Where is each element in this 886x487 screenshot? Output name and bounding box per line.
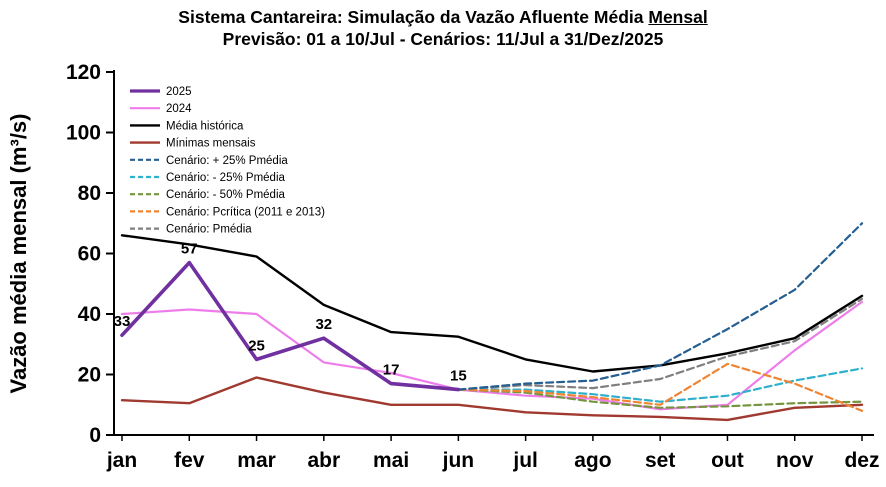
x-tick-label: out — [711, 449, 744, 472]
y-tick-label: 60 — [78, 243, 101, 266]
y-tick-label: 20 — [78, 364, 101, 387]
y-tick-label: 40 — [78, 303, 101, 326]
y-axis-title: Vazão média mensal (m³/s) — [6, 114, 31, 394]
x-tick-label: ago — [574, 449, 611, 472]
x-tick-label: nov — [776, 449, 814, 472]
series-media-historica — [120, 234, 864, 373]
legend-label-cenario-mais-25: Cenário: + 25% Pmédia — [166, 155, 288, 167]
point-label-2025: 17 — [383, 362, 400, 379]
series-cenario-menos-50 — [457, 388, 864, 409]
chart-title-underlined: Mensal — [648, 7, 708, 27]
x-tick-label: fev — [174, 449, 205, 472]
legend-item-cenario-pmedia: Cenário: Pmédia — [130, 224, 252, 236]
series-2024 — [120, 300, 864, 411]
chart-header: Sistema Cantareira: Simulação da Vazão A… — [0, 6, 886, 51]
series-minimas-mensais — [120, 376, 864, 422]
point-label-2025: 33 — [114, 313, 131, 330]
legend-item-minimas-mensais: Mínimas mensais — [130, 138, 256, 150]
chart-subtitle: Previsão: 01 a 10/Jul - Cenários: 11/Jul… — [222, 29, 664, 50]
chart-title-main: Sistema Cantareira: Simulação da Vazão A… — [178, 7, 649, 27]
x-tick-label: jun — [442, 449, 475, 472]
point-label-2025: 57 — [181, 241, 198, 258]
x-tick-label: jul — [512, 449, 538, 472]
legend-label-2024: 2024 — [166, 103, 192, 115]
legend-label-cenario-menos-50: Cenário: - 50% Pmédia — [166, 189, 285, 201]
legend-label-cenario-menos-25: Cenário: - 25% Pmédia — [166, 172, 285, 184]
y-tick-label: 100 — [66, 122, 101, 145]
legend-item-cenario-pcritica: Cenário: Pcrítica (2011 e 2013) — [130, 206, 325, 218]
legend-label-2025: 2025 — [166, 86, 192, 98]
y-tick-label: 80 — [78, 182, 101, 205]
axes: 0 20 40 60 80 100 120 jan fev mar abr mai jun jul ago s… — [66, 61, 880, 472]
y-tick-label: 120 — [66, 61, 101, 84]
legend-label-cenario-pmedia: Cenário: Pmédia — [166, 224, 252, 236]
legend-label-minimas-mensais: Mínimas mensais — [166, 138, 256, 150]
x-tick-label: mar — [237, 449, 276, 472]
legend-label-cenario-pcritica: Cenário: Pcrítica (2011 e 2013) — [166, 206, 325, 218]
point-label-2025: 32 — [315, 316, 332, 333]
legend-item-cenario-menos-25: Cenário: - 25% Pmédia — [130, 172, 285, 184]
series-cenario-menos-25 — [457, 367, 864, 403]
point-label-2025: 25 — [248, 337, 265, 354]
series-2025 — [120, 260, 461, 392]
x-tick-label: dez — [844, 449, 879, 472]
chart-title: Sistema Cantareira: Simulação da Vazão A… — [0, 6, 886, 28]
series-cenario-mais-25 — [457, 222, 864, 391]
legend-item-cenario-menos-50: Cenário: - 50% Pmédia — [130, 189, 285, 201]
legend: 2025 2024 Média histórica Mínimas mensais Ce… — [130, 86, 325, 236]
legend-item-2024: 2024 — [130, 103, 192, 115]
series-cenario-pmedia — [457, 297, 864, 391]
x-tick-label: abr — [307, 449, 340, 472]
y-tick-label: 0 — [89, 424, 101, 447]
legend-label-media-historica: Média histórica — [166, 120, 244, 132]
legend-item-2025: 2025 — [130, 86, 192, 98]
series-cenario-pcritica — [457, 362, 864, 412]
x-tick-label: set — [645, 449, 675, 472]
x-tick-label: mai — [373, 449, 409, 472]
point-label-2025: 15 — [450, 368, 467, 385]
x-tick-label: jan — [106, 449, 137, 472]
legend-item-cenario-mais-25: Cenário: + 25% Pmédia — [130, 155, 288, 167]
legend-item-media-historica: Média histórica — [130, 120, 244, 132]
